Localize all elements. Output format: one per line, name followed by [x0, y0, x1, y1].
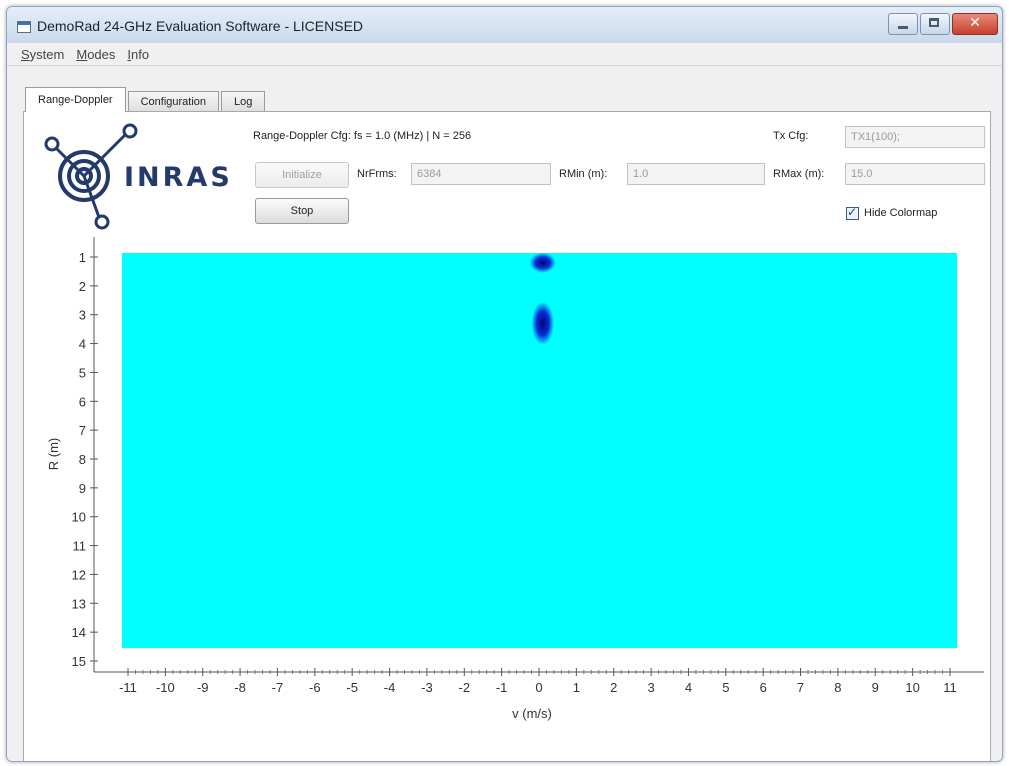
nfrms-label: NrFrms:	[357, 168, 397, 180]
app-window: DemoRad 24-GHz Evaluation Software - LIC…	[6, 6, 1003, 762]
txcfg-field[interactable]: TX1(100);	[845, 126, 985, 148]
logo-text: INRAS	[124, 162, 233, 193]
y-tick-label: 9	[79, 481, 86, 496]
x-tick-label: 0	[535, 680, 542, 695]
maximize-button[interactable]	[920, 13, 950, 35]
maximize-icon	[929, 18, 939, 27]
y-tick-label: 3	[79, 308, 86, 323]
target-blob	[529, 253, 556, 273]
y-tick-label: 12	[72, 567, 86, 582]
tab-bar: Range-Doppler Configuration Log	[25, 87, 267, 112]
y-axis-label: R (m)	[46, 438, 61, 471]
txcfg-label: Tx Cfg:	[773, 130, 809, 142]
x-tick-label: 11	[943, 680, 957, 695]
rmin-label: RMin (m):	[559, 168, 608, 180]
y-tick-label: 15	[72, 654, 86, 669]
y-tick-label: 14	[72, 625, 86, 640]
menu-system[interactable]: System	[21, 46, 65, 62]
x-tick-label: -10	[156, 680, 175, 695]
tab-label: Range-Doppler	[38, 94, 113, 106]
menu-modes[interactable]: Modes	[76, 46, 116, 62]
tab-configuration[interactable]: Configuration	[127, 91, 220, 112]
minimize-icon	[898, 26, 908, 29]
x-tick-label: 7	[797, 680, 804, 695]
y-tick-label: 7	[79, 423, 86, 438]
x-tick-label: 1	[573, 680, 580, 695]
x-tick-label: -6	[309, 680, 321, 695]
x-tick-label: 4	[685, 680, 692, 695]
tab-range-doppler[interactable]: Range-Doppler	[25, 87, 126, 112]
title-bar[interactable]: DemoRad 24-GHz Evaluation Software - LIC…	[7, 7, 1002, 43]
y-tick-label: 1	[79, 250, 86, 265]
tab-label: Log	[234, 96, 253, 108]
x-axis-label: v (m/s)	[512, 706, 552, 721]
tab-log[interactable]: Log	[221, 91, 266, 112]
y-tick-label: 2	[79, 279, 86, 294]
stop-button[interactable]: Stop	[255, 198, 349, 224]
y-tick-label: 6	[79, 394, 86, 409]
window-controls: ✕	[888, 13, 998, 35]
close-button[interactable]: ✕	[952, 13, 998, 35]
x-axis-ticks: -11 -10 -9 -8 -7 -6 -5 -4 -3 -2 -1 0 1 2 3 4 5 6 7 8 9 10 11	[119, 668, 957, 695]
hide-colormap-label: Hide Colormap	[864, 207, 938, 219]
x-tick-label: -7	[272, 680, 284, 695]
logo-graphic	[44, 123, 138, 230]
config-summary: Range-Doppler Cfg: fs = 1.0 (MHz) | N = …	[253, 130, 472, 142]
x-tick-label: -3	[421, 680, 433, 695]
x-tick-label: -2	[458, 680, 470, 695]
rmax-field[interactable]: 15.0	[845, 163, 985, 185]
menu-info[interactable]: Info	[127, 46, 150, 62]
app-icon	[17, 21, 31, 33]
y-tick-label: 11	[73, 539, 87, 554]
x-tick-label: 5	[722, 680, 729, 695]
x-tick-label: -1	[496, 680, 508, 695]
inras-logo: INRAS	[30, 122, 230, 230]
x-tick-label: 9	[872, 680, 879, 695]
x-tick-label: -9	[197, 680, 209, 695]
x-tick-label: 6	[760, 680, 767, 695]
rmax-label: RMax (m):	[773, 168, 825, 180]
window-title: DemoRad 24-GHz Evaluation Software - LIC…	[37, 18, 364, 34]
x-tick-label: -4	[384, 680, 396, 695]
y-tick-label: 4	[79, 337, 86, 352]
menu-bar: System Modes Info	[7, 43, 1002, 66]
close-icon: ✕	[969, 15, 981, 31]
nfrms-field[interactable]: 6384	[411, 163, 551, 185]
x-tick-label: -11	[119, 680, 137, 695]
target-blob	[531, 301, 554, 346]
y-tick-label: 5	[79, 365, 86, 380]
y-tick-label: 13	[72, 596, 86, 611]
x-tick-label: 3	[647, 680, 654, 695]
y-tick-label: 10	[72, 510, 86, 525]
minimize-button[interactable]	[888, 13, 918, 35]
x-tick-label: 10	[905, 680, 919, 695]
y-tick-label: 8	[79, 452, 86, 467]
client-area: Range-Doppler Configuration Log	[7, 66, 1002, 761]
target-layer	[529, 253, 556, 346]
hide-colormap-checkbox[interactable]	[846, 205, 859, 220]
tab-label: Configuration	[140, 96, 207, 108]
x-tick-label: -8	[234, 680, 246, 695]
rmin-field[interactable]: 1.0	[627, 163, 765, 185]
x-tick-label: -5	[346, 680, 358, 695]
range-doppler-panel: INRAS Range-Doppler Cfg: fs = 1.0 (MHz) …	[23, 111, 991, 761]
initialize-button[interactable]: Initialize	[255, 162, 349, 188]
x-tick-label: 8	[834, 680, 841, 695]
x-tick-label: 2	[610, 680, 617, 695]
